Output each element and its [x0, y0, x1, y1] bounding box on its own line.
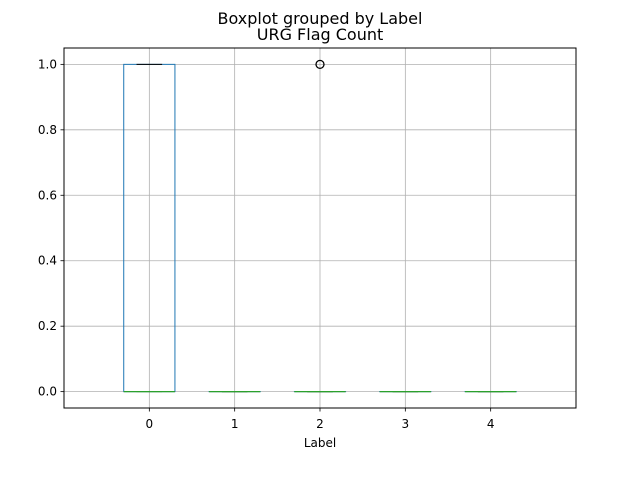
y-tick-label: 0.2: [38, 319, 57, 333]
outlier-point: [315, 59, 325, 70]
boxes: [123, 59, 517, 393]
x-axis-label: Label: [304, 436, 336, 450]
y-tick-label: 0.8: [38, 123, 57, 137]
x-tick-label: 3: [402, 417, 410, 431]
x-tick-label: 4: [487, 417, 495, 431]
chart-title: URG Flag Count: [257, 25, 384, 44]
y-tick-label: 0.4: [38, 254, 57, 268]
y-axis-ticks: 0.0 0.2 0.4 0.6 0.8 1.0: [38, 57, 64, 399]
box-2: [293, 59, 347, 393]
x-axis-ticks: 0 1 2 3 4: [146, 408, 495, 431]
figure-suptitle: Boxplot grouped by Label: [218, 9, 423, 28]
x-tick-label: 0: [146, 417, 154, 431]
y-tick-label: 0.0: [38, 385, 57, 399]
x-tick-label: 2: [316, 417, 324, 431]
x-tick-label: 1: [231, 417, 239, 431]
box-0: [123, 63, 176, 393]
y-tick-label: 1.0: [38, 57, 57, 71]
y-tick-label: 0.6: [38, 188, 57, 202]
